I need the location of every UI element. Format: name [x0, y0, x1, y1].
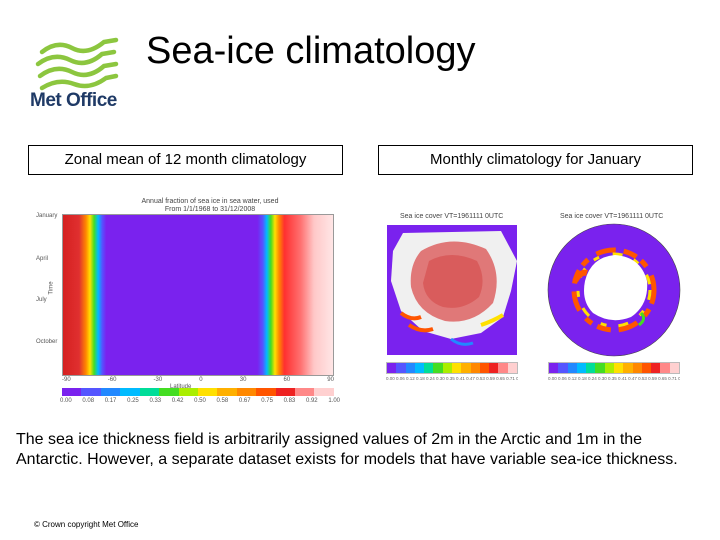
- colorbar-swatch: [613, 363, 624, 373]
- colorbar-swatch: [62, 388, 82, 396]
- colorbar-swatch: [461, 363, 471, 373]
- colorbar-swatch: [197, 388, 218, 396]
- zonal-xtick: 0: [199, 377, 203, 383]
- zonal-colorbar-tick: 0.17: [104, 398, 117, 404]
- colorbar-swatch: [567, 363, 577, 373]
- zonal-ytick: October: [36, 339, 58, 345]
- colorbar-swatch: [586, 363, 596, 373]
- zonal-colorbar-tick: 0.67: [238, 398, 251, 404]
- zonal-colorbar-ticks: 0.00 0.08 0.17 0.25 0.33 0.42 0.50 0.58 0.67 0.75…: [60, 398, 340, 404]
- antarctic-colorbar-ticks: 0.00 0.06 0.12 0.18 0.24 0.30 0.35 0.41 …: [548, 376, 680, 381]
- zonal-plot-header-line2: From 1/1/1968 to 31/12/2008: [164, 206, 256, 213]
- zonal-xtick: 90: [327, 377, 334, 383]
- colorbar-swatch: [120, 388, 140, 396]
- zonal-ytick: July: [36, 297, 47, 303]
- zonal-ytick: January: [36, 213, 58, 219]
- zonal-colorbar-tick: 0.00: [60, 398, 72, 404]
- zonal-xtick: 60: [283, 377, 291, 383]
- zonal-colorbar-tick: 0.58: [216, 398, 229, 404]
- arctic-sea-ice-map: [381, 221, 523, 359]
- zonal-plot-header: Annual fraction of sea ice in sea water,…: [120, 198, 300, 214]
- colorbar-swatch: [433, 363, 443, 373]
- antarctic-sea-ice-map: [543, 221, 685, 359]
- colorbar-swatch: [479, 363, 490, 373]
- body-paragraph: The sea ice thickness field is arbitrari…: [16, 431, 678, 468]
- colorbar-swatch: [387, 363, 397, 373]
- colorbar-swatch: [604, 363, 614, 373]
- colorbar-swatch: [139, 388, 160, 396]
- colorbar-swatch: [507, 363, 517, 373]
- zonal-xtick: -90: [62, 377, 71, 383]
- colorbar-swatch: [442, 363, 452, 373]
- colorbar-swatch: [405, 363, 415, 373]
- colorbar-swatch: [660, 363, 670, 373]
- colorbar-swatch: [295, 388, 315, 396]
- colorbar-swatch: [81, 388, 101, 396]
- zonal-xtick: -30: [153, 377, 163, 383]
- zonal-colorbar-tick: 0.08: [82, 398, 95, 404]
- met-office-logo-text: Met Office: [30, 90, 117, 111]
- copyright-footer: © Crown copyright Met Office: [34, 520, 139, 529]
- caption-zonal-mean: Zonal mean of 12 month climatology: [28, 145, 343, 175]
- colorbar-swatch: [451, 363, 462, 373]
- zonal-yaxis-title: Time: [48, 281, 55, 295]
- colorbar-swatch: [623, 363, 633, 373]
- zonal-xtick: 30: [239, 377, 247, 383]
- zonal-colorbar-tick: 0.25: [127, 398, 139, 404]
- colorbar-swatch: [641, 363, 652, 373]
- colorbar-swatch: [632, 363, 642, 373]
- colorbar-swatch: [217, 388, 237, 396]
- arctic-colorbar: [386, 362, 518, 374]
- arctic-map-header: Sea ice cover VT=1961111 0UTC: [400, 213, 504, 220]
- colorbar-swatch: [314, 388, 334, 396]
- zonal-colorbar: [62, 388, 334, 396]
- arctic-colorbar-ticks: 0.00 0.06 0.12 0.18 0.24 0.30 0.35 0.41 …: [386, 376, 518, 381]
- zonal-plot-header-line1: Annual fraction of sea ice in sea water,…: [141, 198, 279, 205]
- colorbar-swatch: [558, 363, 568, 373]
- zonal-colorbar-tick: 0.83: [283, 398, 296, 404]
- colorbar-swatch: [275, 388, 296, 396]
- colorbar-swatch: [178, 388, 198, 396]
- slide-title: Sea-ice climatology: [146, 30, 476, 72]
- caption-january: Monthly climatology for January: [378, 145, 693, 175]
- colorbar-swatch: [424, 363, 434, 373]
- zonal-colorbar-tick: 1.00: [328, 398, 340, 404]
- zonal-mean-plot: [62, 214, 334, 376]
- zonal-colorbar-tick: 0.92: [305, 398, 318, 404]
- colorbar-swatch: [489, 363, 499, 373]
- colorbar-swatch: [651, 363, 661, 373]
- colorbar-swatch: [470, 363, 480, 373]
- zonal-colorbar-tick: 0.42: [171, 398, 184, 404]
- zonal-xlabel: Latitude: [170, 384, 192, 390]
- colorbar-swatch: [669, 363, 679, 373]
- antarctic-map-header: Sea ice cover VT=1961111 0UTC: [560, 213, 664, 220]
- colorbar-swatch: [100, 388, 121, 396]
- colorbar-swatch: [549, 363, 559, 373]
- colorbar-swatch: [498, 363, 508, 373]
- zonal-colorbar-tick: 0.50: [194, 398, 206, 404]
- zonal-colorbar-tick: 0.75: [261, 398, 273, 404]
- colorbar-swatch: [576, 363, 587, 373]
- colorbar-swatch: [256, 388, 276, 396]
- met-office-logo: [35, 37, 119, 91]
- colorbar-swatch: [396, 363, 406, 373]
- zonal-colorbar-tick: 0.33: [149, 398, 162, 404]
- zonal-xtick: -60: [107, 377, 117, 383]
- colorbar-swatch: [595, 363, 605, 373]
- antarctic-colorbar: [548, 362, 680, 374]
- zonal-ytick: April: [36, 256, 49, 262]
- colorbar-swatch: [159, 388, 179, 396]
- colorbar-swatch: [236, 388, 257, 396]
- zonal-xticks: -90 -60 -30 0 30 60 90: [62, 377, 334, 383]
- colorbar-swatch: [414, 363, 425, 373]
